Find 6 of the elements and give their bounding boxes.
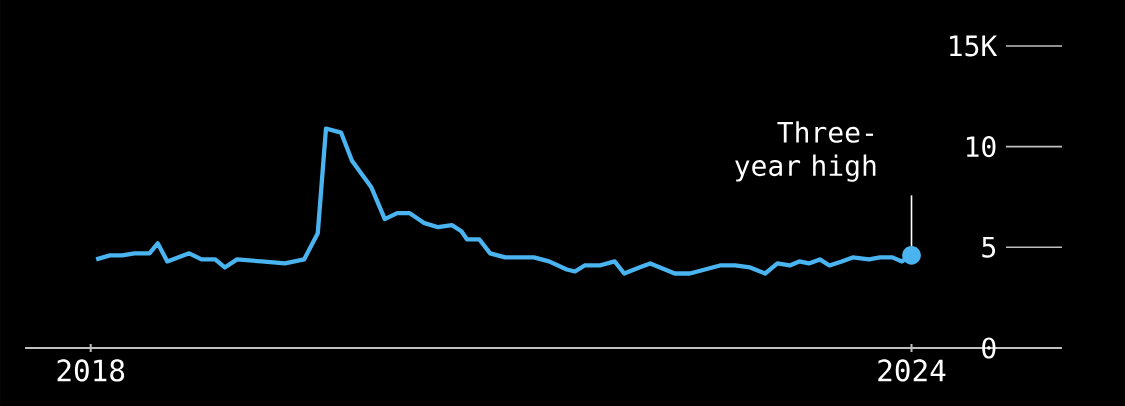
y-tick-label: 10: [966, 136, 996, 158]
y-tick-label: 5: [982, 236, 996, 258]
y-tick-label: 15K: [950, 35, 998, 57]
x-tick-label: 2018: [57, 359, 125, 382]
annotation: Three-year high: [735, 121, 876, 182]
x-tick-label: 2024: [878, 359, 946, 382]
